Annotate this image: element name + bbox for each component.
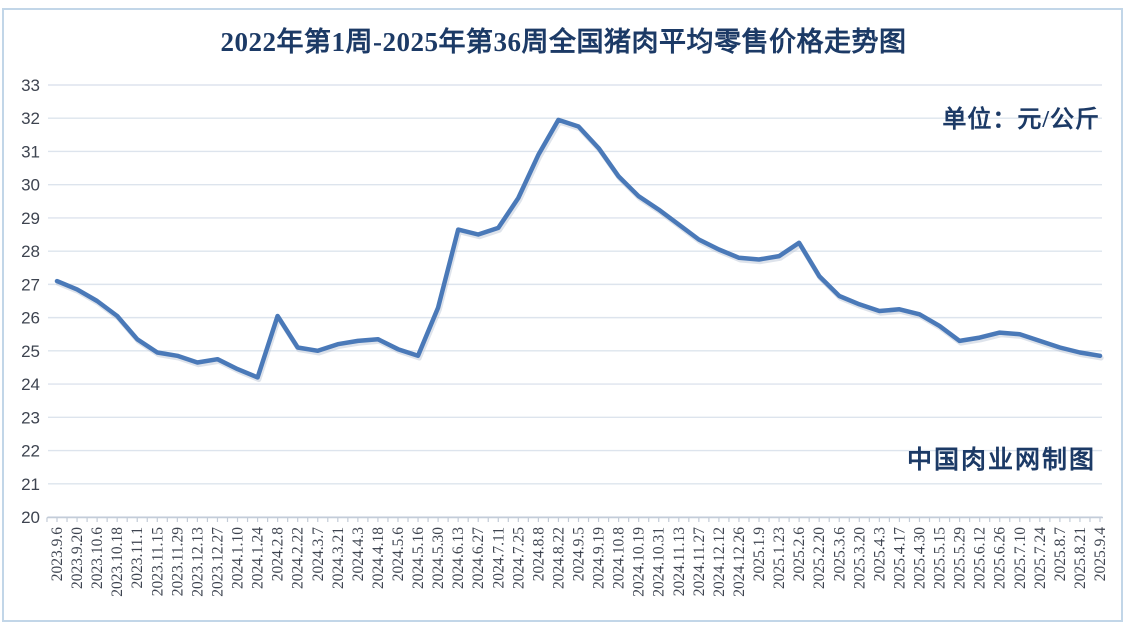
y-axis-label: 20 — [21, 508, 40, 527]
x-axis-label: 2024.10.19 — [631, 527, 648, 597]
x-axis-label: 2024.8.22 — [550, 527, 567, 589]
x-axis-label: 2025.8.21 — [1072, 527, 1089, 589]
x-axis-label: 2024.7.11 — [490, 527, 507, 588]
x-axis-label: 2024.11.27 — [691, 527, 708, 596]
x-axis-label: 2025.4.30 — [911, 527, 928, 589]
price-series — [54, 117, 1104, 383]
x-axis-label: 2024.5.30 — [430, 527, 447, 589]
y-axis-label: 23 — [21, 408, 40, 427]
x-axis-label: 2025.2.20 — [811, 527, 828, 589]
x-axis-label: 2025.9.4 — [1092, 527, 1109, 582]
chart-title: 2022年第1周-2025年第36周全国猪肉平均零售价格走势图 — [220, 27, 907, 57]
y-axis-label: 25 — [21, 342, 40, 361]
x-axis-label: 2025.5.15 — [932, 527, 949, 589]
x-axis-label: 2024.4.18 — [370, 527, 387, 589]
x-axis-label: 2025.4.17 — [891, 527, 908, 589]
unit-label: 单位：元/公斤 — [942, 107, 1100, 133]
y-axis-label: 21 — [21, 475, 40, 494]
x-axis-label: 2023.12.27 — [209, 527, 226, 597]
x-axis-label: 2024.5.16 — [410, 527, 427, 589]
x-axis-labels: 2023.9.6 2023.9.20 2023.10.6 2023.10.18 2023… — [49, 527, 1109, 597]
x-axis-label: 2023.9.6 — [49, 527, 66, 582]
x-axis-label: 2025.3.20 — [851, 527, 868, 589]
x-axis-label: 2025.3.6 — [831, 527, 848, 582]
x-axis-label: 2023.11.1 — [129, 527, 146, 588]
x-axis-label: 2024.10.31 — [651, 527, 668, 597]
x-axis-label: 2024.3.7 — [310, 527, 327, 582]
x-axis-label: 2025.1.9 — [751, 527, 768, 582]
y-axis-label: 32 — [21, 109, 40, 128]
y-axis-label: 30 — [21, 176, 40, 195]
x-axis-label: 2025.7.10 — [1012, 527, 1029, 589]
x-axis-label: 2023.10.18 — [109, 527, 126, 597]
y-axis-label: 28 — [21, 242, 40, 261]
x-axis-label: 2025.5.29 — [952, 527, 969, 589]
x-axis-label: 2024.12.26 — [731, 527, 748, 597]
x-axis-label: 2024.3.21 — [330, 527, 347, 589]
x-axis-label: 2024.9.19 — [591, 527, 608, 589]
x-axis-label: 2024.7.25 — [510, 527, 527, 589]
x-axis-label: 2023.10.6 — [89, 527, 106, 589]
x-axis-label: 2023.12.13 — [189, 527, 206, 597]
x-axis-label: 2024.5.6 — [390, 527, 407, 582]
y-axis-label: 22 — [21, 442, 40, 461]
y-axis-label: 33 — [21, 76, 40, 95]
x-axis-label: 2025.7.24 — [1032, 527, 1049, 589]
y-axis-label: 27 — [21, 275, 40, 294]
x-axis-label: 2023.11.15 — [149, 527, 166, 596]
y-axis-labels: 20 21 22 23 24 25 26 27 28 29 30 31 32 33 — [21, 76, 40, 527]
price-series-line — [54, 117, 1103, 380]
chart-frame-border — [2, 8, 1123, 622]
x-axis-label: 2023.11.29 — [169, 527, 186, 596]
x-axis-label: 2024.12.12 — [711, 527, 728, 597]
x-axis-label: 2023.9.20 — [69, 527, 86, 589]
y-axis-label: 31 — [21, 142, 40, 161]
y-axis-label: 26 — [21, 309, 40, 328]
x-axis — [46, 516, 1103, 522]
watermark-label: 中国肉业网制图 — [906, 447, 1096, 474]
y-axis-label: 29 — [21, 209, 40, 228]
x-axis-label: 2025.1.23 — [771, 527, 788, 589]
x-axis-label: 2024.1.10 — [230, 527, 247, 589]
x-axis-label: 2025.8.7 — [1052, 527, 1069, 582]
y-axis-label: 24 — [21, 375, 40, 394]
x-axis-label: 2024.4.3 — [350, 527, 367, 582]
x-axis-label: 2024.9.5 — [571, 527, 588, 582]
x-axis-label: 2025.4.3 — [871, 527, 888, 582]
x-axis-label: 2024.6.13 — [450, 527, 467, 589]
x-axis-label: 2024.10.8 — [611, 527, 628, 589]
x-axis-label: 2024.1.24 — [250, 527, 267, 589]
x-axis-label: 2024.8.8 — [530, 527, 547, 582]
x-axis-label: 2024.6.27 — [470, 527, 487, 589]
x-axis-label: 2025.2.6 — [791, 527, 808, 582]
x-axis-label: 2024.2.8 — [270, 527, 287, 582]
x-axis-label: 2024.11.13 — [671, 527, 688, 596]
x-axis-label: 2025.6.12 — [972, 527, 989, 589]
x-axis-label: 2024.2.22 — [290, 527, 307, 589]
x-axis-label: 2025.6.26 — [992, 527, 1009, 589]
